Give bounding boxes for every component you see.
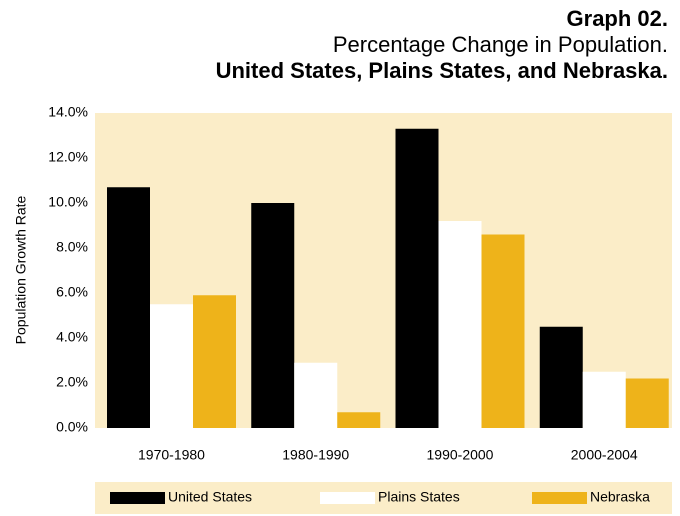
bar xyxy=(193,295,236,428)
legend-label: Plains States xyxy=(378,489,460,505)
x-tick-label: 1980-1990 xyxy=(282,447,349,463)
bar xyxy=(337,412,381,428)
y-tick-label: 8.0% xyxy=(56,239,88,255)
y-tick-label: 10.0% xyxy=(48,194,88,210)
x-tick-label: 1990-2000 xyxy=(427,447,494,463)
chart-subtitle: Percentage Change in Population. xyxy=(333,32,668,57)
legend-label: United States xyxy=(168,489,252,505)
y-tick-label: 0.0% xyxy=(56,419,88,435)
y-tick-label: 4.0% xyxy=(56,329,88,345)
bar xyxy=(539,326,583,428)
legend-swatch xyxy=(110,492,165,504)
bar xyxy=(294,362,338,428)
bar xyxy=(150,304,193,428)
y-axis-title: Population Growth Rate xyxy=(13,195,29,344)
y-tick-label: 14.0% xyxy=(48,104,88,120)
chart-title: Graph 02. xyxy=(567,6,668,31)
y-tick-label: 12.0% xyxy=(48,149,88,165)
chart-subtitle: United States, Plains States, and Nebras… xyxy=(216,58,668,83)
bar xyxy=(107,187,150,428)
y-tick-label: 2.0% xyxy=(56,374,88,390)
bar xyxy=(438,221,482,428)
x-tick-label: 2000-2004 xyxy=(571,447,638,463)
y-tick-label: 6.0% xyxy=(56,284,88,300)
legend-label: Nebraska xyxy=(590,489,650,505)
legend-swatch xyxy=(320,492,375,504)
bar xyxy=(481,234,525,428)
bar xyxy=(395,128,439,428)
bar xyxy=(251,203,295,428)
legend-swatch xyxy=(532,492,587,504)
x-tick-label: 1970-1980 xyxy=(138,447,205,463)
bar xyxy=(625,378,669,428)
bar xyxy=(582,371,626,428)
